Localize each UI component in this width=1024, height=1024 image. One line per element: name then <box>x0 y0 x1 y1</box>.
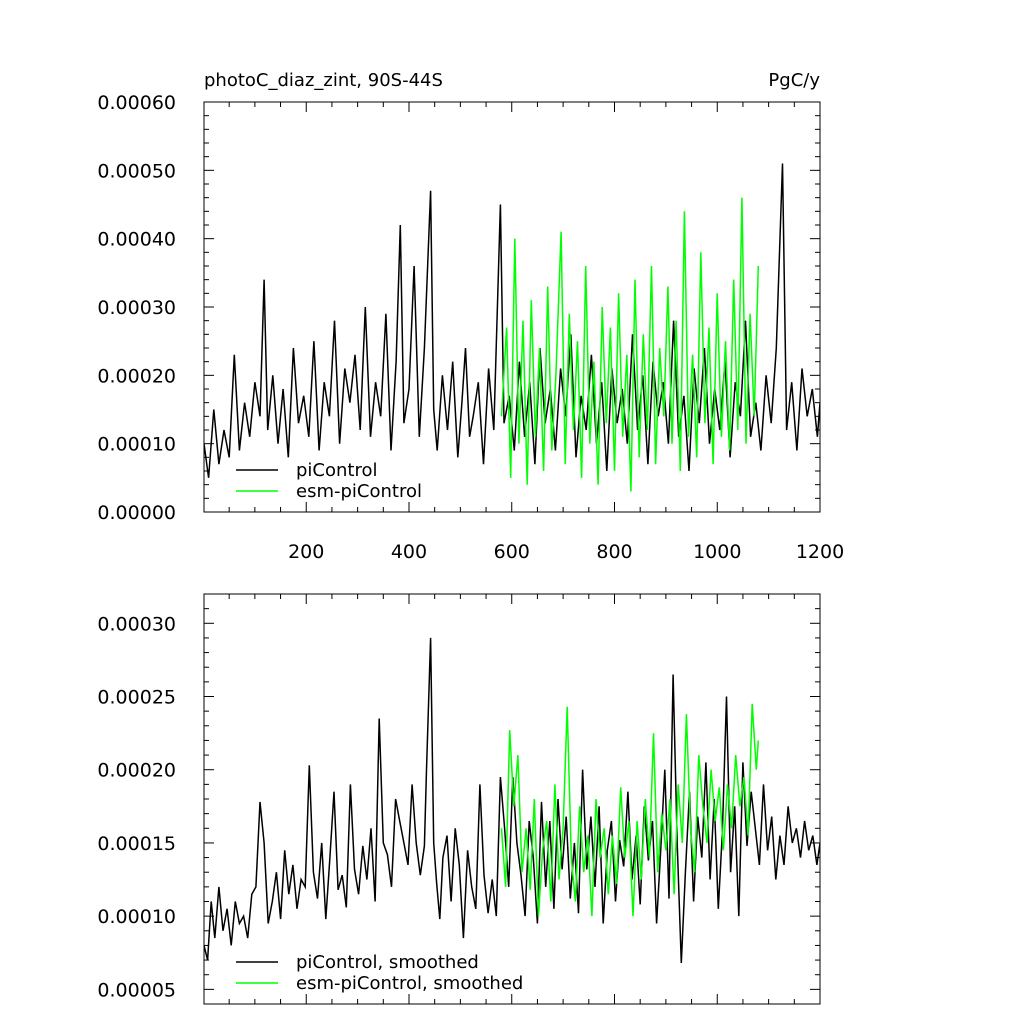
series-line-picontrol <box>204 163 820 478</box>
x-tick-label: 1000 <box>693 541 741 563</box>
top-panel: photoC_diaz_zint, 90S-44S PgC/y 0.00000 0… <box>97 70 844 563</box>
legend-label: piControl, smoothed <box>296 952 479 973</box>
legend-label: piControl <box>296 460 378 481</box>
y-tick-label: 0.00005 <box>97 979 176 1001</box>
y-tick-label: 0.00060 <box>97 92 176 114</box>
y-tick-label: 0.00020 <box>97 365 176 387</box>
y-tick-label: 0.00050 <box>97 160 176 182</box>
y-tick-label: 0.00040 <box>97 229 176 251</box>
series-line-picontrol-smoothed <box>204 637 820 964</box>
y-tick-label: 0.00030 <box>97 297 176 319</box>
y-tick-label: 0.00010 <box>97 906 176 928</box>
series-line-esm-picontrol <box>500 197 760 492</box>
series-line-esm-picontrol-smoothed <box>500 703 760 917</box>
y-tick-label: 0.00000 <box>97 502 176 524</box>
bottom-panel: 0.00005 0.00010 0.00015 0.00020 0.00025 0.000… <box>97 593 821 1005</box>
x-tick-label: 800 <box>596 541 632 563</box>
chart-units: PgC/y <box>768 70 820 91</box>
y-tick-label: 0.00030 <box>97 613 176 635</box>
legend-label: esm-piControl <box>296 481 422 502</box>
x-tick-label: 200 <box>288 541 324 563</box>
x-tick-label: 400 <box>391 541 427 563</box>
x-tick-label: 600 <box>494 541 530 563</box>
plot-frame <box>203 101 821 513</box>
y-tick-label: 0.00025 <box>97 687 176 709</box>
y-tick-label: 0.00010 <box>97 434 176 456</box>
x-tick-label: 1200 <box>796 541 844 563</box>
y-tick-label: 0.00015 <box>97 833 176 855</box>
y-tick-label: 0.00020 <box>97 760 176 782</box>
legend-label: esm-piControl, smoothed <box>296 973 523 994</box>
chart-title: photoC_diaz_zint, 90S-44S <box>204 70 443 91</box>
